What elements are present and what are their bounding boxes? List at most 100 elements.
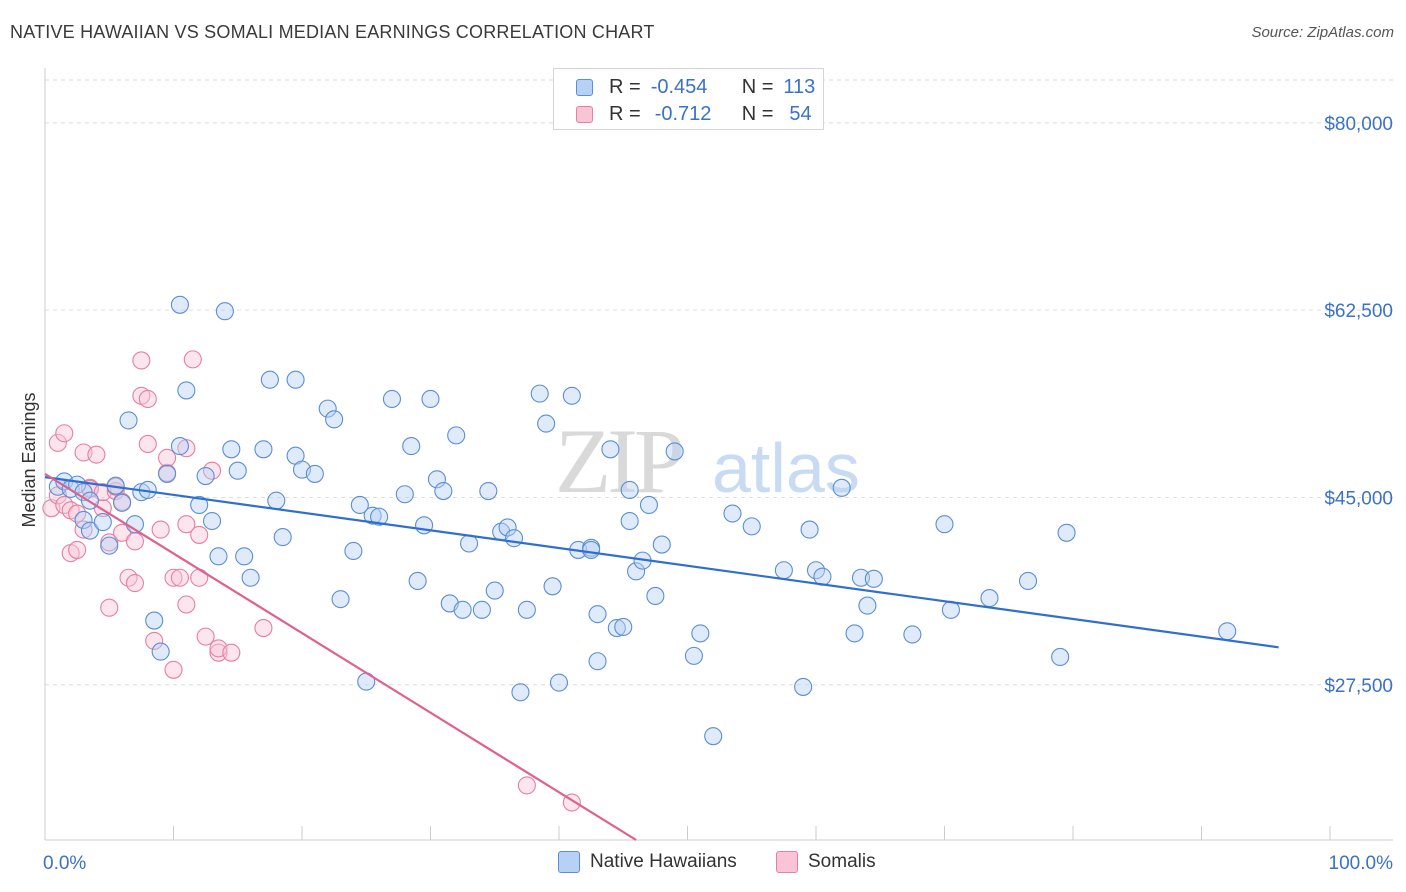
n-value: 54 [789,102,812,125]
native-hawaiians-point [260,370,279,389]
x-tick-label-max: 100.0% [1329,853,1394,874]
somalis-point [164,660,183,679]
legend-item-native-hawaiians[interactable]: Native Hawaiians [558,851,737,873]
somalis-point [222,643,241,662]
native-hawaiians-point [74,510,93,529]
native-hawaiians-point [646,586,665,605]
native-hawaiians-point [639,495,659,515]
legend-item-somalis[interactable]: Somalis [776,851,876,873]
native-hawaiians-point [427,470,446,489]
y-axis-title: Median Earnings [19,392,39,527]
native-hawaiians-point [800,520,819,539]
somalis-point [170,568,189,587]
somalis-point [138,389,157,409]
native-hawaiians-point [511,683,530,702]
native-hawaiians-point [504,529,524,548]
native-hawaiians-point [652,535,671,554]
somalis-point [177,515,196,534]
n-value: 113 [783,75,816,98]
native-hawaiians-points [48,295,1237,746]
native-hawaiians-point [453,600,472,619]
native-hawaiians-point [408,571,427,591]
native-hawaiians-point [382,389,402,409]
native-hawaiians-point [472,600,491,619]
correlation-legend: R = -0.454 N = 113 R = -0.712 N = 54 [553,68,824,130]
native-hawaiians-point [395,485,414,504]
native-hawaiians-point [235,547,254,566]
native-hawaiians-point [93,513,112,532]
native-hawaiians-point [305,464,324,483]
r-value: -0.454 [650,75,708,98]
native-hawaiians-point [806,561,826,580]
native-hawaiians-point [794,677,813,696]
native-hawaiians-point [447,426,466,445]
native-hawaiians-point [530,384,549,403]
native-hawaiians-point [209,547,228,566]
native-hawaiians-point [498,518,517,537]
legend-row-somalis: R = -0.712 N = 54 [576,102,812,126]
native-hawaiians-point [196,467,215,486]
somalis-point [138,434,157,453]
native-hawaiians-point [286,370,305,389]
somalis-point [132,351,151,370]
somalis-point [87,445,106,464]
blue-swatch [558,851,580,873]
native-hawaiians-point [325,410,344,429]
series-legend: Native Hawaiians Somalis [0,851,1406,877]
native-hawaiians-point [832,478,851,497]
somalis-point [125,574,144,593]
native-hawaiians-point [215,302,234,321]
legend-row-native-hawaiians: R = -0.454 N = 113 [576,75,815,99]
native-hawaiians-point [684,646,703,665]
native-hawaiians-point [845,624,864,643]
somalis-point [74,520,93,539]
native-hawaiians-point [318,399,337,418]
somalis-point [55,424,74,443]
native-hawaiians-point [145,611,164,630]
y-tick-label: $27,500 [1324,676,1393,697]
somalis-point [68,540,87,559]
native-hawaiians-point [370,507,389,526]
native-hawaiians-point [1057,523,1076,542]
axis-labels: $27,500 $45,000 $62,500 $80,000 0.0% 100.0% Me… [19,114,1393,874]
native-hawaiians-point [723,504,742,523]
native-hawaiians-point [267,491,286,510]
native-hawaiians-point [588,652,607,671]
native-hawaiians-point [543,577,562,596]
somalis-point [190,568,209,587]
native-hawaiians-point [627,562,646,581]
native-hawaiians-point [222,440,241,459]
native-hawaiians-point [864,569,883,588]
native-hawaiians-point [582,540,601,559]
somalis-point [183,350,202,369]
native-hawaiians-point [1018,571,1038,591]
native-hawaiians-point [190,495,209,515]
trend-lines [44,472,1279,841]
native-hawaiians-point [80,521,100,540]
somalis-point [125,532,144,551]
native-hawaiians-point [350,495,369,515]
native-hawaiians-point [479,481,498,501]
somalis-point [209,643,228,662]
native-hawaiians-point [588,605,607,624]
native-hawaiians-point [935,515,954,534]
native-hawaiians-point [517,600,536,619]
axes [44,68,1393,841]
n-label: N = [741,102,774,125]
somalis-trend-line [44,472,637,841]
legend-label: Native Hawaiians [590,851,737,872]
y-tick-label: $45,000 [1324,488,1393,509]
r-label: R = [609,102,641,125]
native-hawaiians-point [254,440,273,459]
native-hawaiians-point [273,528,292,547]
x-tick-label-min: 0.0% [43,853,86,874]
y-tick-label: $62,500 [1324,301,1393,322]
native-hawaiians-point [485,581,504,600]
native-hawaiians-point [665,442,684,461]
native-hawaiians-point [203,511,222,531]
native-hawaiians-point [170,437,189,456]
somalis-point [177,595,196,614]
pink-swatch [576,105,593,123]
native-hawaiians-point [620,480,639,500]
native-hawaiians-point [241,568,260,587]
